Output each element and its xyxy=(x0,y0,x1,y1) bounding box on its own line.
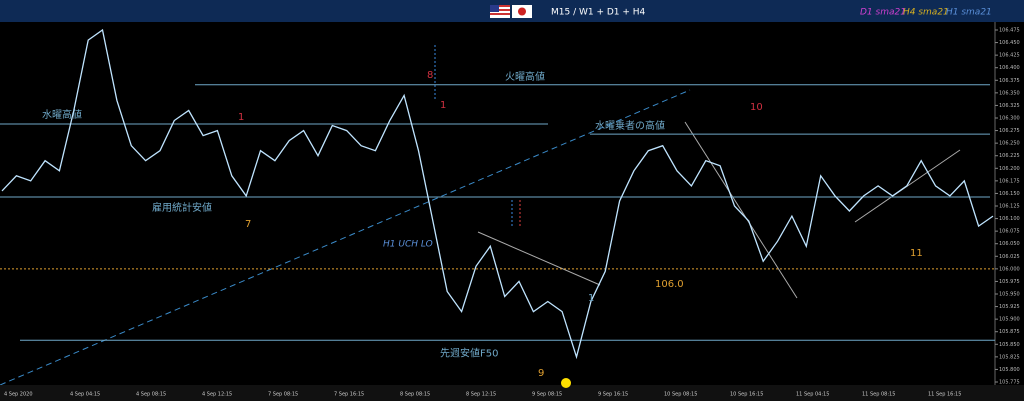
legend-entry: D1 sma21 xyxy=(860,8,906,18)
level-label: 106.0 xyxy=(655,279,684,290)
annotation: 7 xyxy=(245,219,251,230)
y-tick-label: 106.375 xyxy=(999,78,1020,84)
trend-line xyxy=(684,121,798,299)
annotation: 1 xyxy=(238,112,244,123)
marker xyxy=(561,378,571,388)
x-tick-label: 8 Sep 12:15 xyxy=(466,392,496,398)
x-tick-label: 11 Sep 04:15 xyxy=(796,392,829,398)
y-tick-label: 106.200 xyxy=(999,166,1020,172)
chart-title: M15 / W1 + D1 + H4 xyxy=(551,8,646,18)
y-tick-label: 106.075 xyxy=(999,229,1020,235)
y-tick-label: 106.050 xyxy=(999,241,1020,247)
trend-line xyxy=(477,231,601,286)
y-tick-label: 105.775 xyxy=(999,380,1020,386)
y-tick-label: 106.225 xyxy=(999,153,1020,159)
x-tick-label: 9 Sep 16:15 xyxy=(598,392,628,398)
legend-entry: H1 sma21 xyxy=(946,8,992,18)
annotation: 1 xyxy=(588,293,594,304)
y-tick-label: 106.100 xyxy=(999,216,1020,222)
y-tick-label: 106.250 xyxy=(999,141,1020,147)
x-tick-label: 8 Sep 08:15 xyxy=(400,392,430,398)
x-tick-label: 4 Sep 2020 xyxy=(4,392,33,398)
y-tick-label: 106.325 xyxy=(999,103,1020,109)
price-line xyxy=(1,28,994,360)
trend-line xyxy=(0,89,691,386)
y-tick-label: 105.975 xyxy=(999,279,1020,285)
x-tick-label: 11 Sep 16:15 xyxy=(928,392,961,398)
level-label: 火曜高値 xyxy=(505,70,545,83)
annotation: 11 xyxy=(910,248,923,259)
y-tick-label: 106.275 xyxy=(999,128,1020,134)
flag-us xyxy=(490,5,510,18)
annotation: 10 xyxy=(750,102,763,113)
y-tick-label: 106.425 xyxy=(999,53,1020,59)
x-tick-label: 9 Sep 08:15 xyxy=(532,392,562,398)
level-label: 先週安値F50 xyxy=(440,346,498,359)
annotation: 1 xyxy=(440,100,446,111)
x-tick-label: 11 Sep 08:15 xyxy=(862,392,895,398)
y-tick-label: 106.150 xyxy=(999,191,1020,197)
y-tick-label: 105.850 xyxy=(999,342,1020,348)
y-tick-label: 106.000 xyxy=(999,266,1020,272)
x-tick-label: 10 Sep 08:15 xyxy=(664,392,697,398)
y-tick-label: 106.350 xyxy=(999,90,1020,96)
x-tick-label: 10 Sep 16:15 xyxy=(730,392,763,398)
y-tick-label: 106.175 xyxy=(999,178,1020,184)
y-tick-label: 105.950 xyxy=(999,292,1020,298)
annotation: 9 xyxy=(538,368,544,379)
y-tick-label: 105.875 xyxy=(999,329,1020,335)
annotation: H1 UCH LO xyxy=(383,240,433,250)
x-tick-label: 7 Sep 16:15 xyxy=(334,392,364,398)
y-tick-label: 106.400 xyxy=(999,65,1020,71)
y-tick-label: 106.300 xyxy=(999,116,1020,122)
y-tick-label: 105.800 xyxy=(999,367,1020,373)
x-tick-label: 4 Sep 08:15 xyxy=(136,392,166,398)
x-tick-label: 4 Sep 12:15 xyxy=(202,392,232,398)
y-tick-label: 105.900 xyxy=(999,317,1020,323)
y-tick-label: 106.450 xyxy=(999,40,1020,46)
level-label: 雇用統計安値 xyxy=(152,201,212,214)
y-tick-label: 105.925 xyxy=(999,304,1020,310)
flag-jp xyxy=(512,5,532,18)
trend-line xyxy=(854,149,961,223)
x-tick-label: 4 Sep 04:15 xyxy=(70,392,100,398)
time-axis xyxy=(0,385,1024,401)
level-label: 水曜乗者の高値 xyxy=(595,119,665,132)
x-tick-label: 7 Sep 08:15 xyxy=(268,392,298,398)
level-label: 水曜高値 xyxy=(42,108,82,121)
y-tick-label: 106.475 xyxy=(999,28,1020,34)
annotation: 8 xyxy=(427,70,433,81)
legend-entry: H4 sma21 xyxy=(903,8,949,18)
y-tick-label: 106.025 xyxy=(999,254,1020,260)
y-tick-label: 106.125 xyxy=(999,204,1020,210)
y-tick-label: 105.825 xyxy=(999,354,1020,360)
